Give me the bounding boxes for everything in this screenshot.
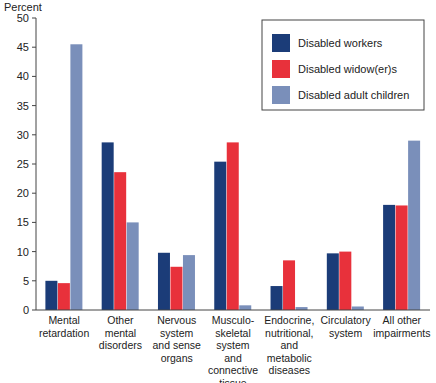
label-line: metabolic <box>267 352 312 364</box>
bar <box>383 205 395 310</box>
y-tick-label: 5 <box>23 275 29 287</box>
y-tick-label: 45 <box>17 41 29 53</box>
y-tick <box>32 105 36 106</box>
y-tick <box>32 18 36 19</box>
label-line: Nervous <box>157 314 196 326</box>
y-tick-label: 35 <box>17 100 29 112</box>
label-line: and <box>281 339 299 351</box>
bar <box>283 260 295 310</box>
label-line: impairments <box>373 327 430 339</box>
bar <box>239 305 251 310</box>
x-tick-label: Othermentaldisorders <box>99 314 142 351</box>
bar <box>102 142 114 310</box>
y-tick-label: 40 <box>17 70 29 82</box>
y-tick-label: 20 <box>17 187 29 199</box>
y-tick <box>32 47 36 48</box>
bar <box>183 255 195 310</box>
label-line: skeletal <box>215 327 251 339</box>
y-tick <box>32 280 36 281</box>
label-line: system <box>160 327 194 339</box>
y-tick-label: 0 <box>23 304 29 316</box>
y-tick <box>32 134 36 135</box>
y-tick <box>32 222 36 223</box>
label-line: All other <box>383 314 422 326</box>
bar <box>214 162 226 310</box>
bar <box>158 253 170 310</box>
y-tick-label: 30 <box>17 129 29 141</box>
bar <box>58 283 70 310</box>
y-tick-label: 25 <box>17 158 29 170</box>
x-tick-label: Mentalretardation <box>39 314 89 339</box>
y-tick <box>32 310 36 311</box>
bar <box>271 286 283 310</box>
label-line: mental <box>105 327 137 339</box>
bar <box>127 222 139 310</box>
y-tick <box>32 164 36 165</box>
x-tick-label: Nervoussystemand senseorgans <box>152 314 201 364</box>
y-tick-label: 10 <box>17 246 29 258</box>
bar <box>45 281 57 310</box>
label-line: system <box>216 339 250 351</box>
legend-swatch <box>272 34 290 52</box>
label-line: connective <box>208 364 258 376</box>
y-tick-label: 15 <box>17 216 29 228</box>
bar <box>339 252 351 310</box>
label-line: Endocrine, <box>264 314 314 326</box>
label-line: nutritional, <box>265 327 313 339</box>
bar <box>227 142 239 310</box>
bar <box>170 267 182 310</box>
legend-label: Disabled widow(er)s <box>298 63 398 75</box>
x-tick-label: Musculo-skeletalsystemandconnectivetissu… <box>208 314 258 383</box>
bar <box>70 44 82 310</box>
label-line: tissue <box>219 377 247 383</box>
legend-label: Disabled adult children <box>298 89 409 101</box>
legend-swatch <box>272 60 290 78</box>
legend-swatch <box>272 86 290 104</box>
legend-label: Disabled workers <box>298 37 383 49</box>
label-line: diseases <box>269 364 310 376</box>
y-tick <box>32 193 36 194</box>
label-line: Musculo- <box>212 314 255 326</box>
label-line: and sense <box>152 339 201 351</box>
bar <box>327 253 339 310</box>
bar <box>114 172 126 310</box>
x-tick-label: All otherimpairments <box>373 314 430 339</box>
legend-box <box>262 20 424 110</box>
label-line: Other <box>107 314 134 326</box>
label-line: Mental <box>48 314 80 326</box>
x-axis <box>36 310 430 311</box>
y-tick-label: 50 <box>17 12 29 24</box>
bar <box>396 205 408 310</box>
y-tick <box>32 76 36 77</box>
label-line: disorders <box>99 339 142 351</box>
x-tick-label: Circulatorysystem <box>320 314 371 339</box>
y-axis <box>36 18 37 310</box>
label-line: system <box>329 327 363 339</box>
y-tick <box>32 251 36 252</box>
bar <box>408 141 420 310</box>
label-line: Circulatory <box>320 314 371 326</box>
label-line: and <box>224 352 242 364</box>
label-line: organs <box>161 352 193 364</box>
bar <box>352 306 364 310</box>
label-line: retardation <box>39 327 89 339</box>
x-tick-label: Endocrine,nutritional,andmetabolicdiseas… <box>264 314 314 376</box>
